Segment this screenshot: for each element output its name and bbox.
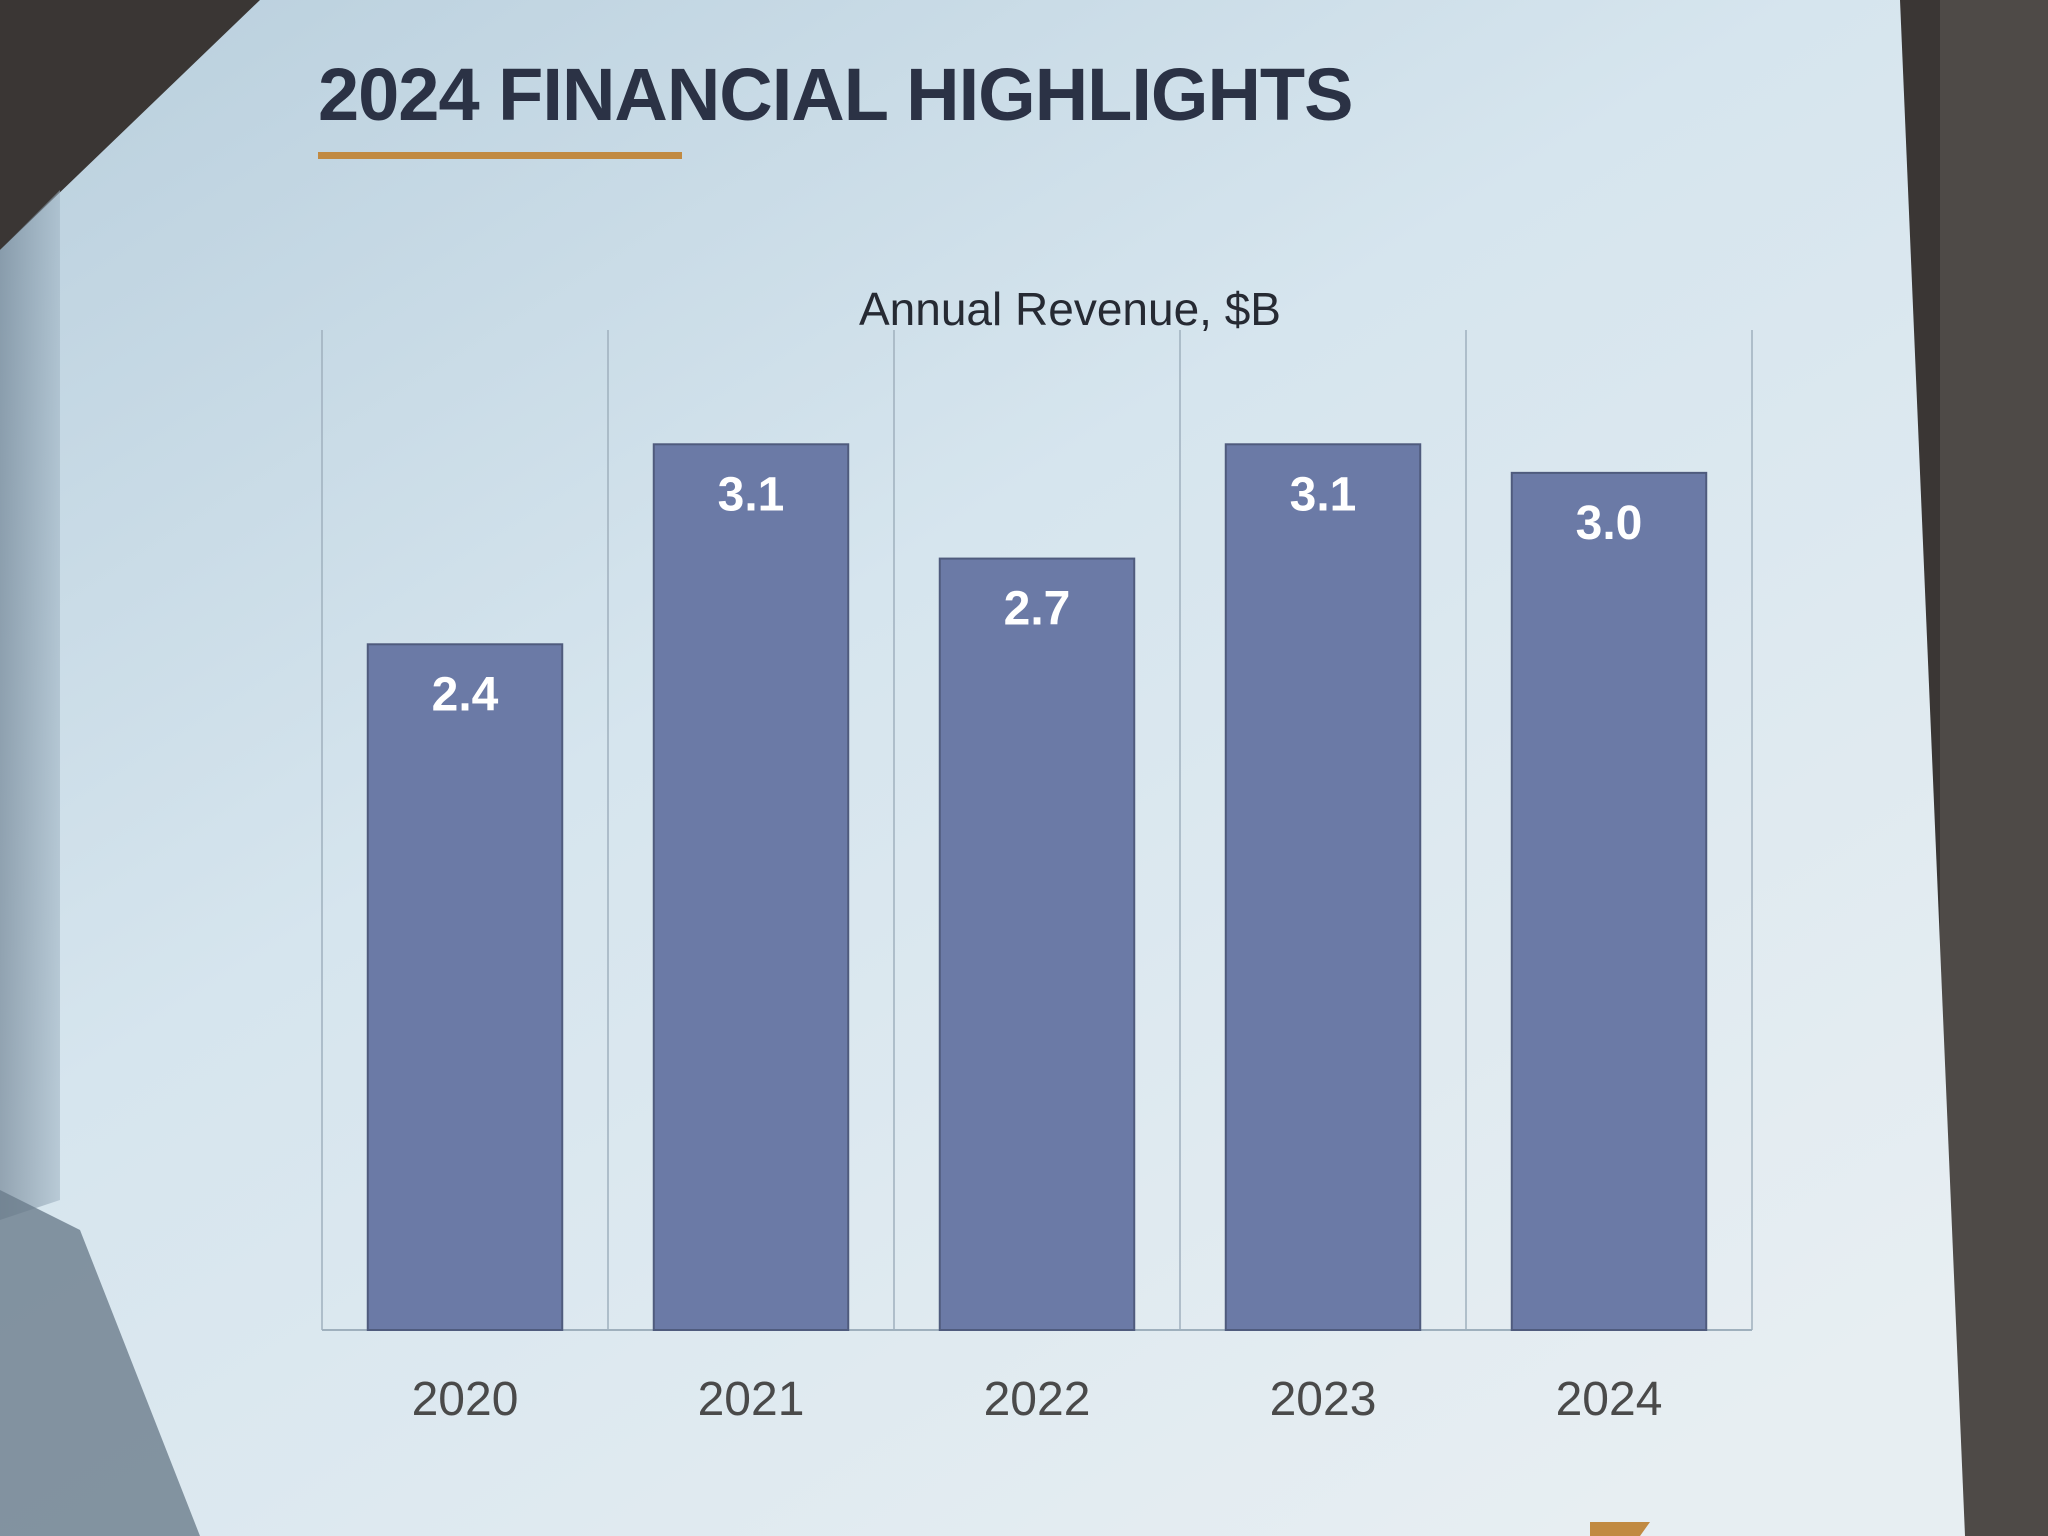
- room-wall-right: [1940, 0, 2048, 1536]
- x-axis-tick-label: 2023: [1270, 1373, 1377, 1426]
- chart-bars: [366, 443, 1708, 1332]
- bar-value-label: 2.4: [432, 668, 499, 721]
- slide-left-image-strip: [0, 190, 60, 1220]
- bar-2022: [938, 557, 1136, 1331]
- bar-value-label: 3.1: [718, 468, 785, 521]
- slide-title: 2024 FINANCIAL HIGHLIGHTS: [318, 53, 1353, 136]
- bar-2024: [1510, 471, 1708, 1332]
- slide-footer-accent: [1590, 1522, 1650, 1536]
- bar-value-label: 3.1: [1290, 468, 1357, 521]
- x-axis-tick-label: 2022: [984, 1373, 1091, 1426]
- x-axis-tick-label: 2021: [698, 1373, 805, 1426]
- bar-2023: [1224, 443, 1422, 1331]
- title-underline: [318, 152, 682, 159]
- bar-value-label: 3.0: [1576, 497, 1643, 550]
- chart-value-labels: 2.4 3.1 2.7 3.1 3.0: [432, 468, 1643, 721]
- bar-2020: [366, 643, 564, 1331]
- bar-value-label: 2.7: [1004, 583, 1071, 636]
- x-axis-tick-label: 2024: [1556, 1373, 1663, 1426]
- chart-x-axis-labels: 2020 2021 2022 2023 2024: [412, 1373, 1663, 1426]
- bar-2021: [652, 443, 850, 1331]
- x-axis-tick-label: 2020: [412, 1373, 519, 1426]
- slide-corner-image: [0, 1190, 200, 1536]
- chart-title: Annual Revenue, $B: [859, 283, 1281, 335]
